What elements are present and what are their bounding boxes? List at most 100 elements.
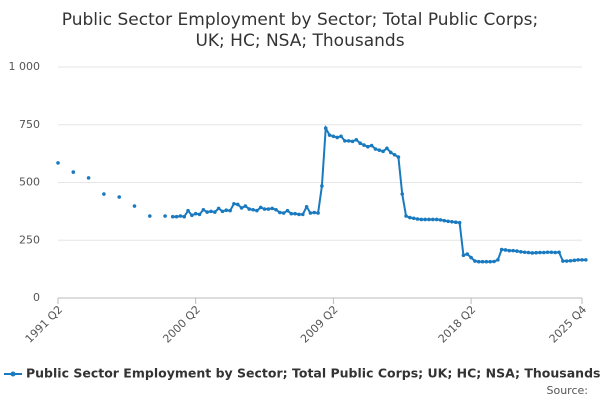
point	[469, 255, 473, 260]
point	[496, 258, 500, 262]
point	[285, 208, 290, 213]
x-tick-label: 2000 Q2	[160, 303, 203, 346]
point	[419, 217, 424, 222]
point	[465, 252, 470, 256]
point	[323, 126, 328, 131]
point	[354, 137, 359, 142]
point	[201, 207, 206, 212]
point	[476, 259, 481, 264]
point	[381, 149, 385, 154]
point	[392, 152, 397, 157]
point	[561, 259, 565, 263]
point	[339, 134, 343, 139]
point	[220, 209, 225, 214]
point	[400, 192, 405, 196]
point	[247, 207, 252, 211]
point	[216, 206, 221, 211]
point	[373, 147, 378, 151]
point	[235, 202, 240, 207]
point	[549, 250, 554, 255]
point	[182, 214, 187, 219]
point	[132, 204, 137, 208]
point	[331, 134, 336, 139]
point	[408, 215, 412, 220]
y-tick-label: 500	[19, 176, 40, 189]
chart-title: UK; HC; NSA; Thousands	[195, 31, 404, 51]
point	[515, 249, 519, 253]
point	[274, 207, 278, 212]
point	[450, 219, 454, 224]
point	[320, 184, 324, 188]
point	[545, 250, 550, 255]
point	[193, 211, 198, 216]
point	[538, 250, 542, 255]
point	[499, 247, 504, 252]
point	[519, 250, 523, 254]
point	[438, 218, 443, 222]
point	[503, 248, 508, 252]
point	[300, 212, 305, 217]
point	[480, 259, 485, 264]
point	[442, 218, 447, 223]
point	[147, 214, 152, 218]
x-tick-label: 2025 Q4	[547, 303, 590, 346]
point	[362, 143, 366, 147]
point	[446, 219, 450, 224]
point	[473, 259, 477, 263]
point	[346, 139, 351, 143]
point	[411, 216, 416, 221]
point	[427, 217, 431, 222]
point	[453, 220, 458, 225]
point	[224, 208, 229, 213]
point	[461, 253, 466, 258]
point	[385, 146, 389, 151]
point	[239, 206, 244, 210]
point	[258, 205, 263, 210]
point	[289, 211, 294, 216]
point	[163, 214, 167, 218]
x-tick-label: 2009 Q2	[298, 303, 341, 346]
point	[492, 259, 496, 264]
y-tick-label: 1 000	[9, 60, 41, 73]
point	[243, 204, 248, 208]
x-tick-label: 1991 Q2	[23, 303, 66, 346]
point	[488, 259, 493, 264]
point	[369, 143, 374, 148]
point	[190, 213, 194, 218]
point	[404, 214, 408, 218]
point	[304, 204, 309, 209]
point	[553, 250, 558, 255]
point	[457, 220, 462, 225]
point	[335, 135, 340, 140]
point	[56, 161, 60, 165]
point	[388, 150, 393, 155]
point	[278, 210, 282, 215]
point	[415, 217, 420, 221]
point	[484, 259, 489, 264]
point	[534, 250, 538, 255]
line	[172, 124, 586, 263]
point	[228, 208, 232, 213]
point	[350, 139, 355, 144]
point	[576, 258, 580, 262]
point	[170, 214, 175, 219]
point	[102, 192, 106, 196]
x-tick-label: 2018 Q2	[436, 303, 479, 346]
point	[297, 212, 301, 217]
point	[343, 139, 347, 143]
point	[71, 170, 76, 174]
point	[213, 210, 217, 214]
point	[358, 141, 362, 146]
point	[327, 133, 332, 137]
point	[572, 258, 577, 263]
point	[316, 211, 320, 215]
point	[507, 248, 512, 253]
y-tick-label: 750	[19, 118, 40, 131]
point	[117, 195, 121, 199]
point	[526, 250, 531, 255]
point	[431, 217, 435, 222]
point	[270, 206, 274, 211]
point	[293, 211, 297, 216]
point	[197, 212, 202, 217]
